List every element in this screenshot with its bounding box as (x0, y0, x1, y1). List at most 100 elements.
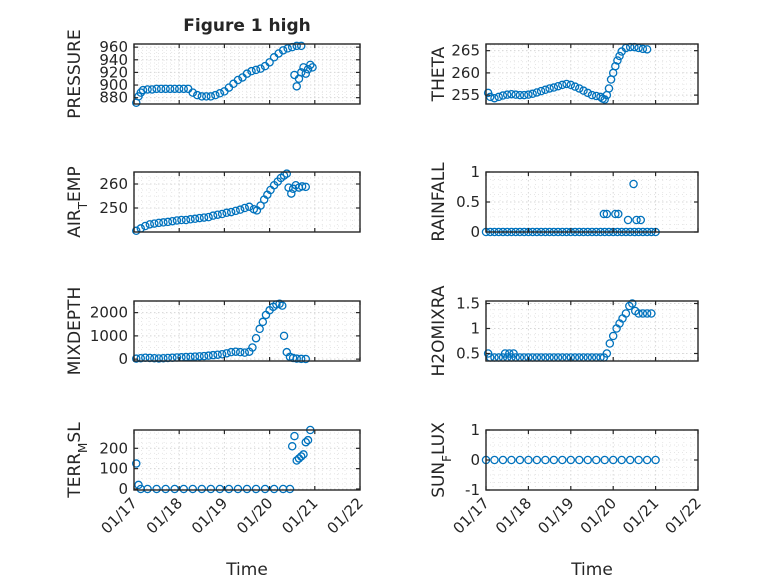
y-axis-label: H2OMIXRA (429, 285, 449, 376)
data-point (224, 484, 234, 494)
axes-box (485, 43, 699, 105)
y-tick-label: 0 (118, 350, 128, 368)
data-point (642, 455, 652, 465)
data-point (188, 484, 198, 494)
data-point (498, 91, 508, 100)
y-tick-label: 250 (99, 199, 128, 217)
data-point (199, 351, 209, 361)
data-point (608, 455, 618, 465)
data-point (269, 484, 279, 494)
y-tick-label: 960 (99, 38, 128, 56)
data-point (132, 226, 141, 236)
data-point (247, 66, 256, 76)
data-point (233, 484, 243, 494)
data-point (599, 209, 609, 219)
data-point (549, 455, 559, 465)
data-point (161, 84, 170, 94)
data-point (159, 353, 168, 363)
data-point (494, 92, 503, 102)
data-point (251, 333, 261, 343)
y-tick-label: 0 (118, 480, 128, 498)
data-point (299, 450, 308, 459)
data-point (177, 215, 186, 225)
data-point (143, 85, 152, 94)
subplot-4: 0 0.5 1 RAINFALL (429, 162, 699, 242)
data-point (179, 484, 188, 494)
data-point (524, 90, 533, 99)
x-tick-label: 01/19 (534, 494, 577, 537)
data-point (179, 84, 188, 94)
data-point (490, 455, 499, 465)
data-point (206, 484, 216, 494)
data-point (301, 69, 311, 78)
data-point (251, 484, 261, 494)
data-point (282, 169, 292, 178)
data-point (233, 75, 243, 85)
data-point (483, 88, 493, 98)
data-point (536, 86, 546, 96)
data-point (509, 349, 518, 358)
data-point (256, 201, 265, 210)
data-point (156, 84, 166, 94)
data-point (215, 484, 225, 494)
data-point (636, 215, 646, 225)
data-point (505, 349, 514, 358)
data-point (296, 354, 306, 364)
x-tick-label: 01/19 (188, 494, 231, 537)
y-tick-label: 920 (99, 63, 128, 81)
data-point (490, 93, 499, 103)
data-point (553, 81, 563, 91)
data-point (549, 83, 559, 92)
data-point (587, 90, 597, 100)
data-point (199, 213, 209, 222)
data-point (625, 455, 635, 465)
data-point (287, 442, 297, 451)
data-point (524, 455, 533, 465)
y-tick-label: 900 (99, 76, 128, 94)
axes-box (133, 429, 361, 491)
data-point (204, 351, 213, 360)
y-tick-label: 0.5 (456, 345, 480, 363)
y-axis-label: RAINFALL (429, 162, 449, 242)
data-point (217, 209, 227, 219)
data-point (154, 218, 164, 228)
data-point (638, 309, 648, 318)
y-tick-label: 1 (470, 163, 480, 181)
data-point (242, 484, 252, 494)
x-tick-label: 01/17 (98, 494, 141, 537)
data-point (278, 46, 288, 55)
data-point (231, 347, 240, 356)
x-tick-label: 01/22 (662, 494, 705, 537)
data-point (608, 331, 618, 341)
y-axis-label: THETA (429, 46, 449, 102)
data-point (165, 84, 175, 94)
data-point (213, 350, 222, 359)
data-point (141, 221, 150, 231)
data-point (143, 484, 152, 494)
data-point (628, 299, 637, 308)
data-point (136, 353, 146, 363)
data-point (611, 61, 620, 71)
data-point (222, 349, 231, 358)
subplot-7: 0 100 200 01/17 01/18 01/19 01/20 01/21 01/22 TER… (65, 422, 367, 580)
data-point (292, 41, 301, 51)
data-point (195, 352, 204, 361)
axes-box (485, 300, 699, 362)
y-axis-label: AIRTEMP (65, 166, 90, 237)
x-tick-label: 01/17 (450, 494, 493, 537)
data-point (292, 82, 301, 91)
data-point (575, 84, 584, 93)
data-point (604, 84, 614, 93)
data-point (292, 354, 301, 363)
y-tick-label: -1 (465, 481, 480, 499)
data-point (283, 44, 292, 53)
data-point (195, 213, 204, 223)
x-axis-label: Time (225, 560, 268, 580)
data-point (511, 90, 520, 99)
data-point (240, 348, 249, 357)
axes-box (133, 171, 361, 233)
data-point (308, 63, 317, 72)
x-tick-label: 01/22 (324, 494, 367, 537)
data-point (188, 88, 198, 97)
